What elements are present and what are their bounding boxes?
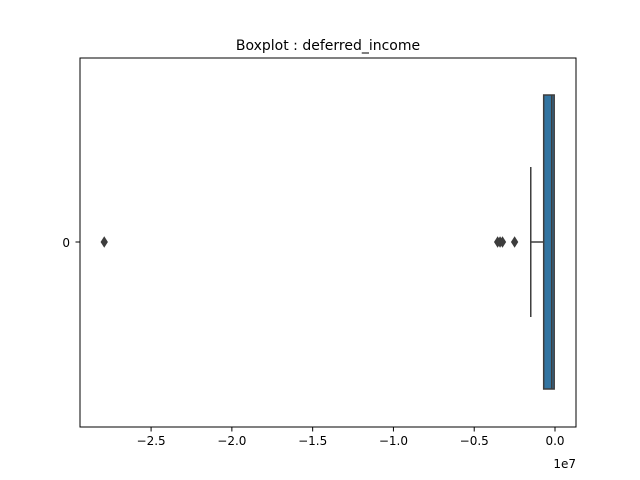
x-tick-label: −2.0 (217, 434, 246, 448)
x-tick-label: −0.5 (460, 434, 489, 448)
outlier-point (100, 236, 108, 248)
x-tick-label: −2.5 (137, 434, 166, 448)
iqr-box (542, 94, 555, 390)
x-tick-label: −1.5 (298, 434, 327, 448)
outlier-point (498, 236, 507, 248)
y-tick-label: 0 (62, 236, 70, 250)
x-tick-label: 0.0 (545, 434, 564, 448)
x-tick-label: −1.0 (379, 434, 408, 448)
chart-title: Boxplot : deferred_income (236, 38, 420, 54)
axis-offset-label: 1e7 (553, 457, 576, 471)
x-axis: −2.5 −2.0 −1.5 −1.0 −0.5 0.0 (137, 427, 565, 448)
outlier-point (510, 236, 519, 248)
box-series (100, 94, 555, 390)
y-axis: 0 (62, 236, 80, 250)
